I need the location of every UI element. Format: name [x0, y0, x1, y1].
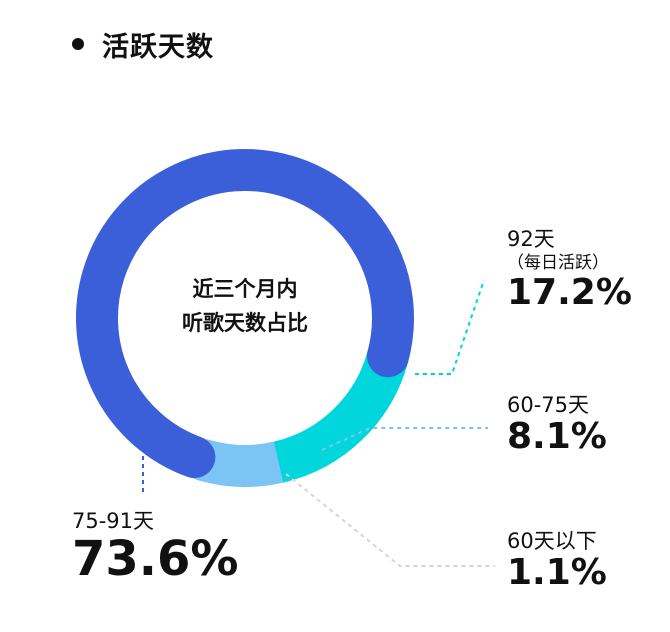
slice-percent: 8.1%: [507, 416, 607, 457]
chart-header: 活跃天数: [72, 22, 214, 66]
donut-slices: [76, 149, 414, 487]
slice-label: 92天: [507, 227, 555, 251]
slice-label: 60-75天: [507, 393, 590, 417]
center-label-line-2: 听歌天数占比: [182, 311, 308, 335]
slice-label: 75-91天: [72, 509, 155, 533]
leader-line-60-75-days: [321, 427, 488, 451]
label-92-days: 92天 （每日活跃） 17.2%: [507, 226, 632, 312]
label-60-75-days: 60-75天 8.1%: [507, 392, 607, 456]
center-label-line-1: 近三个月内: [192, 277, 298, 301]
slice-percent: 17.2%: [507, 272, 632, 313]
leader-lines: [142, 279, 495, 567]
slice-percent: 73.6%: [72, 531, 239, 587]
slice-60-75-days: [183, 439, 300, 487]
slice-percent: 1.1%: [507, 552, 607, 593]
label-60-below: 60天以下 1.1%: [507, 528, 607, 592]
chart-title: 活跃天数: [102, 31, 214, 63]
slice-75-91-days: [76, 149, 414, 479]
leader-line-92-days: [415, 279, 485, 375]
slice-sublabel: （每日活跃）: [507, 253, 609, 273]
donut-center-label: 近三个月内 听歌天数占比: [140, 272, 350, 340]
slice-label: 60天以下: [507, 529, 597, 553]
leader-line-60-below: [285, 473, 495, 567]
slice-92-days: [273, 350, 409, 483]
bullet-icon: [72, 38, 84, 50]
label-75-91-days: 75-91天 73.6%: [72, 508, 239, 584]
